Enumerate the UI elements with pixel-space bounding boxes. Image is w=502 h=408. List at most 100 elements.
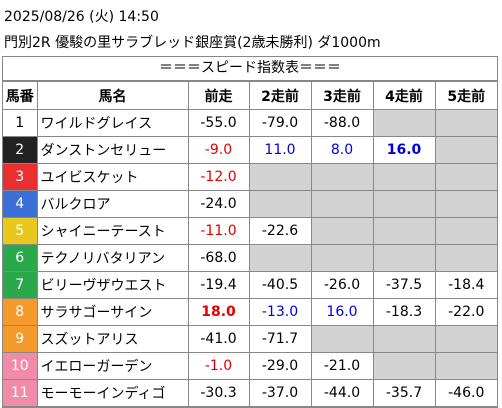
row: 5 シャイニーテースト -11.0 -22.6 <box>3 217 497 245</box>
speed-index: -22.6 <box>248 217 312 245</box>
speed-index: 18.0 <box>187 298 250 326</box>
column-header: 馬名 <box>36 81 189 110</box>
horse-name: ワイルドグレイス <box>36 109 189 137</box>
table: 馬番 馬名 前走 2走前 3走前 4走前 5走前 1 ワイルドグレイス -55.0 -79.0 -8… <box>3 81 497 407</box>
horse-number: 10 <box>3 352 38 380</box>
speed-index: -37.0 <box>248 379 312 407</box>
row: 8 サラサゴーサイン 18.0 -13.0 16.0 -18.3 -22.0 <box>3 298 497 326</box>
horse-name: シャイニーテースト <box>36 217 189 245</box>
empty-cell <box>310 190 374 218</box>
horse-number: 9 <box>3 325 38 353</box>
header-row: 馬番 馬名 前走 2走前 3走前 4走前 5走前 <box>3 81 497 110</box>
horse-name: スズットアリス <box>36 325 189 353</box>
empty-cell <box>310 217 374 245</box>
column-header: 前走 <box>187 81 250 110</box>
empty-cell <box>434 244 497 272</box>
speed-index: -55.0 <box>187 109 250 137</box>
speed-index: -71.7 <box>248 325 312 353</box>
row: 1 ワイルドグレイス -55.0 -79.0 -88.0 <box>3 109 497 137</box>
horse-number: 1 <box>3 109 38 137</box>
horse-name: モーモーインディゴ <box>36 379 189 407</box>
empty-cell <box>434 190 497 218</box>
speed-index: -18.4 <box>434 271 497 299</box>
horse-name: サラサゴーサイン <box>36 298 189 326</box>
empty-cell <box>434 109 497 137</box>
empty-cell <box>372 163 436 191</box>
column-header: 3走前 <box>310 81 374 110</box>
speed-index: -79.0 <box>248 109 312 137</box>
speed-index: 16.0 <box>372 136 436 164</box>
speed-index: -19.4 <box>187 271 250 299</box>
speed-index: -12.0 <box>187 163 250 191</box>
empty-cell <box>434 136 497 164</box>
empty-cell <box>434 325 497 353</box>
horse-number: 11 <box>3 379 38 407</box>
horse-name: ユイビスケット <box>36 163 189 191</box>
speed-index: -41.0 <box>187 325 250 353</box>
speed-index: 16.0 <box>310 298 374 326</box>
horse-name: ダンストンセリュー <box>36 136 189 164</box>
horse-number: 5 <box>3 217 38 245</box>
horse-name: イエローガーデン <box>36 352 189 380</box>
speed-index: 8.0 <box>310 136 374 164</box>
race-title: 門別2R 優駿の里サラブレッド銀座賞(2歳未勝利) ダ1000m <box>4 35 381 51</box>
column-header: 5走前 <box>434 81 497 110</box>
row: 9 スズットアリス -41.0 -71.7 <box>3 325 497 353</box>
empty-cell <box>372 109 436 137</box>
speed-index: -26.0 <box>310 271 374 299</box>
row: 10 イエローガーデン -1.0 -29.0 -21.0 <box>3 352 497 380</box>
empty-cell <box>434 163 497 191</box>
speed-index: -68.0 <box>187 244 250 272</box>
empty-cell <box>248 190 312 218</box>
speed-index: 11.0 <box>248 136 312 164</box>
table-title: ＝＝＝スピード指数表＝＝＝ <box>3 57 497 81</box>
row: 4 バルクロア -24.0 <box>3 190 497 218</box>
speed-index: -9.0 <box>187 136 250 164</box>
speed-index: -24.0 <box>187 190 250 218</box>
empty-cell <box>372 217 436 245</box>
horse-number: 7 <box>3 271 38 299</box>
horse-number: 6 <box>3 244 38 272</box>
row: 3 ユイビスケット -12.0 <box>3 163 497 191</box>
column-header: 馬番 <box>3 81 38 110</box>
empty-cell <box>372 325 436 353</box>
row: 11 モーモーインディゴ -30.3 -37.0 -44.0 -35.7 -46.0 <box>3 379 497 407</box>
speed-index: -46.0 <box>434 379 497 407</box>
speed-index: -1.0 <box>187 352 250 380</box>
column-header: 4走前 <box>372 81 436 110</box>
empty-cell <box>310 244 374 272</box>
speed-index: -11.0 <box>187 217 250 245</box>
horse-number: 8 <box>3 298 38 326</box>
empty-cell <box>372 244 436 272</box>
row: 2 ダンストンセリュー -9.0 11.0 8.0 16.0 <box>3 136 497 164</box>
date: 2025/08/26 (火) 14:50 <box>4 9 159 25</box>
speed-index: -88.0 <box>310 109 374 137</box>
horse-name: ビリーヴザウエスト <box>36 271 189 299</box>
row: 6 テクノリバタリアン -68.0 <box>3 244 497 272</box>
empty-cell <box>248 244 312 272</box>
empty-cell <box>248 163 312 191</box>
speed-index: -44.0 <box>310 379 374 407</box>
speed-index: -21.0 <box>310 352 374 380</box>
speed-index: -35.7 <box>372 379 436 407</box>
row: 7 ビリーヴザウエスト -19.4 -40.5 -26.0 -37.5 -18.4 <box>3 271 497 299</box>
empty-cell <box>310 325 374 353</box>
speed-index: -13.0 <box>248 298 312 326</box>
empty-cell <box>372 352 436 380</box>
empty-cell <box>372 190 436 218</box>
empty-cell <box>310 163 374 191</box>
speed-index: -18.3 <box>372 298 436 326</box>
empty-cell <box>434 352 497 380</box>
horse-name: バルクロア <box>36 190 189 218</box>
horse-number: 4 <box>3 190 38 218</box>
speed-index: -22.0 <box>434 298 497 326</box>
horse-number: 3 <box>3 163 38 191</box>
speed-index: -30.3 <box>187 379 250 407</box>
empty-cell <box>434 217 497 245</box>
horse-number: 2 <box>3 136 38 164</box>
speed-index: -29.0 <box>248 352 312 380</box>
speed-index: -37.5 <box>372 271 436 299</box>
column-header: 2走前 <box>248 81 312 110</box>
speed-table: ＝＝＝スピード指数表＝＝＝ 馬番 馬名 前走 2走前 3走前 4走前 5走前 1 ワイルドグレ… <box>2 56 498 408</box>
